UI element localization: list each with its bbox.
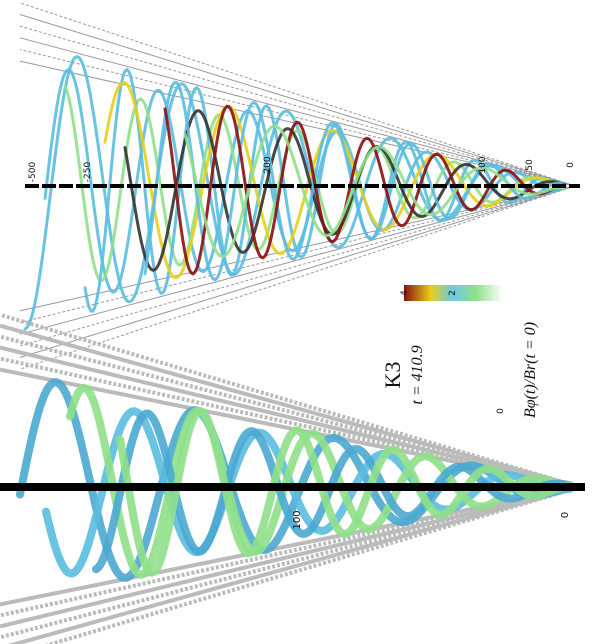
outer-field-line [0, 345, 581, 489]
field-line [143, 80, 567, 282]
axis-label: -500 [28, 162, 38, 183]
field-line [183, 124, 567, 258]
outer-field-line [19, 48, 576, 187]
field-line [83, 67, 567, 313]
outer-field-line [19, 185, 576, 335]
colorbar-tick: 4 [400, 290, 410, 296]
axis-label: 200 [263, 156, 273, 173]
outer-field-line [19, 25, 576, 187]
outer-field-line [44, 485, 581, 644]
lower-panel: 100 0 [0, 312, 585, 644]
model-label: K3 [380, 362, 405, 389]
colorbar-title: Bφ(t)/Br(t = 0) [522, 322, 539, 418]
axis-label: 0 [566, 162, 576, 168]
field-line [66, 383, 574, 579]
time-label: t = 410.9 [409, 345, 426, 404]
colorbar-tick: 0 [496, 408, 506, 414]
colorbar-ticks: 0 2 4 [400, 290, 506, 414]
outer-field-line [19, 37, 576, 187]
axis-label: -250 [83, 162, 93, 183]
field-line [103, 80, 567, 280]
axis-label: 100 [292, 510, 303, 529]
colorbar-tick: 2 [448, 290, 458, 296]
outer-field-line [0, 312, 581, 489]
outer-field-line [19, 14, 576, 187]
outer-field-line [19, 185, 576, 347]
field-line [116, 406, 574, 577]
axis-label: 0 [560, 512, 571, 518]
outer-field-line [0, 356, 581, 489]
colorbar [404, 285, 500, 301]
outer-field-line [0, 485, 581, 618]
outer-field-line [19, 185, 576, 370]
axis-label: 100 [478, 156, 488, 173]
outer-field-line [19, 2, 576, 187]
outer-field-line [19, 185, 576, 358]
axis-label: 50 [525, 159, 535, 171]
upper-panel: -500 -250 200 100 50 0 [19, 2, 580, 370]
